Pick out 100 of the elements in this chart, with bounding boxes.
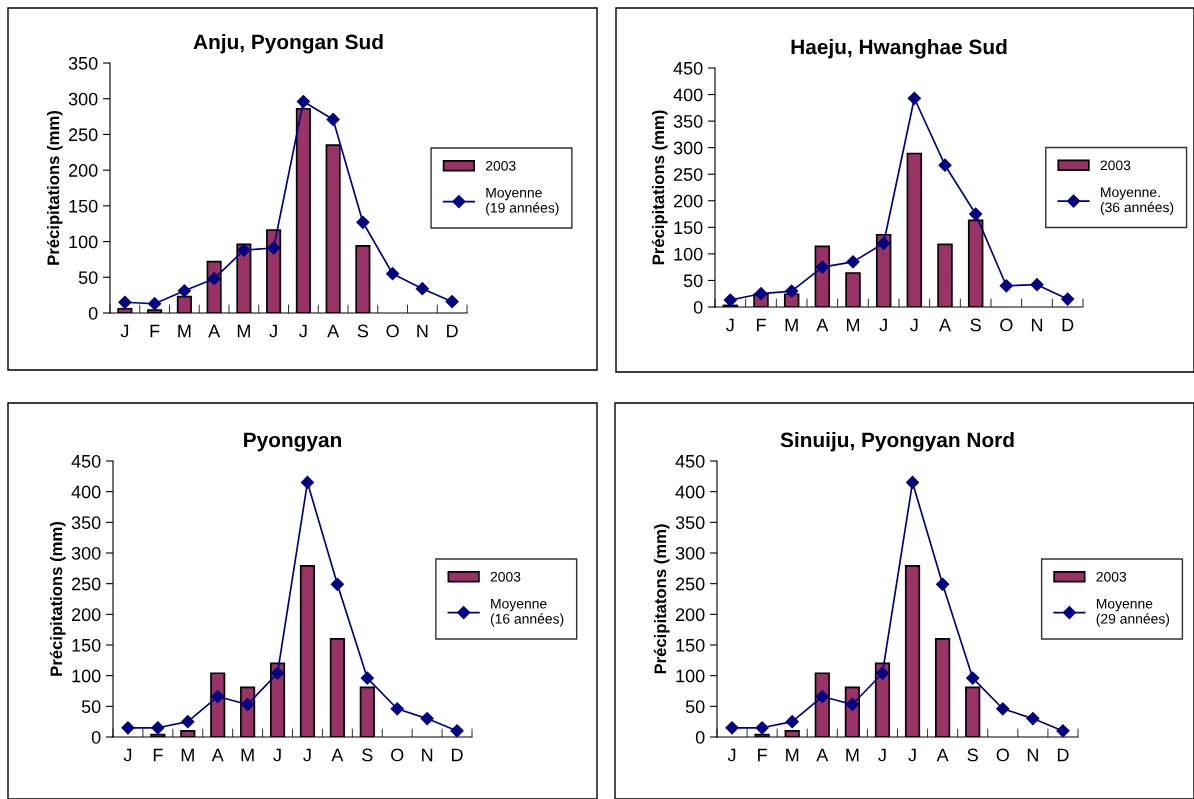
x-tick-label: A [936,748,949,762]
point [785,715,799,729]
x-tick-label: F [756,318,766,332]
point [296,94,310,109]
point [815,260,829,274]
point [207,272,221,286]
chart-title: Pyongyan [244,432,341,452]
x-tick-label: J [727,748,736,762]
point [330,577,344,591]
point [905,475,920,490]
x-tick-label: M [846,748,859,762]
y-tick-label: 350 [673,115,703,128]
y-tick-label: 100 [69,235,98,249]
y-tick-label: 300 [68,92,98,106]
y-tick-label: 400 [673,88,703,102]
x-tick-label: J [878,748,886,762]
y-tick-label: 300 [675,546,705,560]
point [969,207,983,221]
point [415,282,429,296]
y-tick-label: 450 [71,454,101,468]
legend-label: 2003 [1100,160,1131,171]
y-tick-label: 350 [71,516,101,530]
y-tick-label: 300 [673,141,703,155]
y-tick-label: 200 [675,608,705,622]
x-tick-label: D [452,748,463,762]
y-tick-label: 100 [72,669,101,683]
x-tick-label: S [362,748,373,762]
x-tick-label: J [120,324,129,338]
y-tick-label: 150 [69,199,98,213]
y-tick-label: 100 [676,669,705,683]
point [785,284,799,298]
x-tick-label: J [299,324,307,338]
x-tick-label: D [1057,748,1069,762]
y-axis-title: Précipitations (mm) [49,522,66,676]
point [148,297,162,311]
y-tick-label: 0 [695,730,705,744]
point [121,721,135,735]
y-tick-label: 250 [675,577,705,591]
x-tick-label: A [816,318,829,332]
x-tick-label: J [726,318,734,332]
y-tick-label: 400 [71,485,101,499]
x-tick-label: O [1000,318,1013,332]
point [151,721,165,735]
point [356,215,370,229]
point [1061,292,1075,306]
x-tick-label: M [178,324,191,338]
y-tick-label: 250 [68,128,98,142]
chart-title: Sinuiju, Pyongyan Nord [780,432,1014,452]
point [725,721,739,735]
point [181,715,195,729]
x-tick-label: F [150,324,160,338]
legend-label: 2003 [490,571,521,582]
y-tick-label: 50 [78,271,98,285]
x-tick-label: N [417,324,428,338]
point [754,287,768,301]
legend-label: 2003 [485,160,516,171]
y-tick-label: 200 [673,194,703,208]
x-tick-label: A [331,748,344,762]
y-tick-label: 0 [693,300,703,314]
y-tick-label: 250 [71,577,101,591]
y-tick-label: 450 [673,61,703,75]
point [999,279,1013,293]
point [360,671,374,685]
y-tick-label: 50 [81,700,101,714]
legend-label: Moyenne (16 années) [490,598,564,627]
point [300,475,315,490]
point [936,577,950,591]
point [815,689,829,704]
x-tick-label: D [1062,318,1074,332]
x-tick-label: A [211,748,224,762]
x-tick-label: M [786,748,799,762]
point [1026,712,1040,726]
point [846,255,860,269]
x-tick-label: M [846,318,860,332]
point [267,241,281,255]
y-tick-label: 50 [683,274,703,288]
point [1030,278,1044,292]
point [938,158,952,172]
point [877,236,891,250]
x-tick-label: S [357,324,369,338]
point [386,267,400,281]
point [326,112,340,127]
legend-label: Moyenne (29 années) [1096,598,1170,627]
y-tick-label: 300 [71,546,101,560]
y-tick-label: 50 [685,700,705,714]
y-axis-title: Précipitations (mm) [46,111,63,265]
point [118,295,132,309]
point [755,721,769,735]
point [390,702,404,716]
y-tick-label: 100 [674,247,703,261]
x-tick-label: J [123,748,132,762]
y-tick-label: 350 [675,516,705,530]
y-tick-label: 0 [91,730,101,744]
point [966,671,980,685]
legend-label: 2003 [1096,571,1127,582]
x-tick-label: O [386,324,399,338]
point [420,712,434,726]
point [177,284,191,298]
legend-label: Moyenne (19 années) [486,187,559,216]
point [1056,724,1070,737]
